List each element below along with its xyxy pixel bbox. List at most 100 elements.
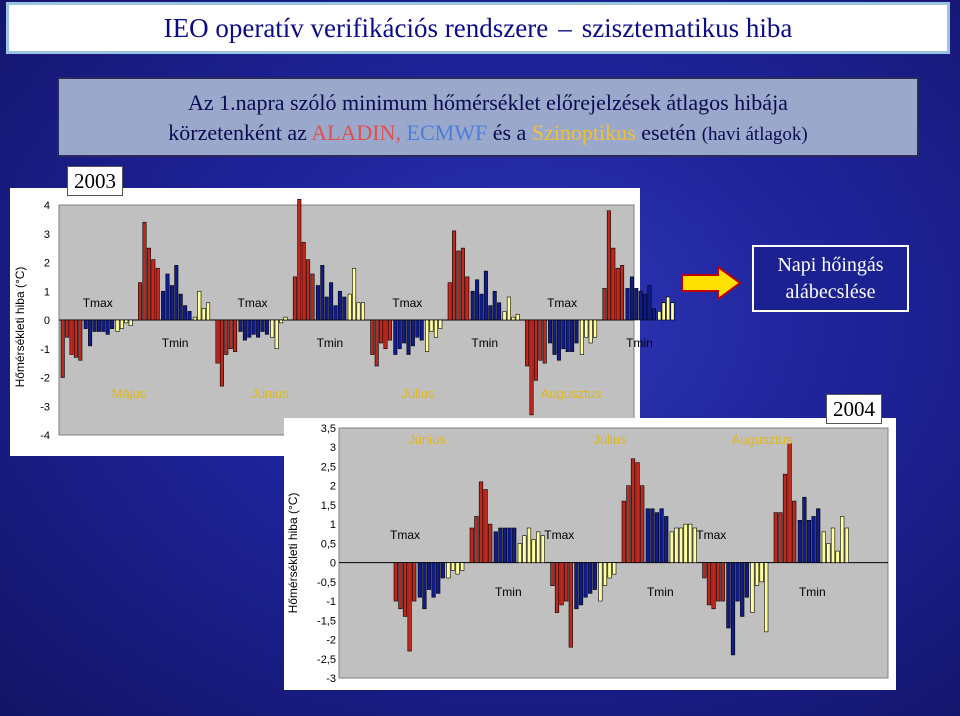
subtitle-suffix: esetén xyxy=(641,120,697,145)
bar-aladin xyxy=(155,267,160,321)
bar-aladin xyxy=(568,562,573,648)
bar-ecmwf xyxy=(329,282,334,321)
bar-ecmwf xyxy=(650,508,655,563)
bar-aladin xyxy=(65,319,70,338)
bar-szinoptikus xyxy=(429,319,434,332)
bar-aladin xyxy=(615,267,620,321)
bar-szinoptikus xyxy=(119,319,124,329)
bar-szinoptikus xyxy=(759,562,764,583)
bar-ecmwf xyxy=(324,296,329,321)
bar-ecmwf xyxy=(242,319,247,341)
bar-aladin xyxy=(474,516,479,563)
bar-ecmwf xyxy=(406,319,411,355)
bar-ecmwf xyxy=(88,319,93,347)
bar-aladin xyxy=(483,489,488,563)
bar-ecmwf xyxy=(161,290,166,321)
bar-aladin xyxy=(635,462,640,563)
bar-ecmwf xyxy=(264,319,269,335)
bar-szinoptikus xyxy=(455,562,460,575)
bar-szinoptikus xyxy=(683,523,688,563)
bar-ecmwf xyxy=(552,319,557,355)
bar-aladin xyxy=(73,319,78,358)
bar-aladin xyxy=(146,247,151,321)
bar-ecmwf xyxy=(806,520,812,563)
bar-ecmwf xyxy=(588,562,593,594)
bar-szinoptikus xyxy=(607,562,612,579)
bar-szinoptikus xyxy=(283,316,288,321)
bar-ecmwf xyxy=(436,562,441,594)
y-tick-label: 1,5 xyxy=(321,500,336,512)
bar-ecmwf xyxy=(643,293,648,321)
bar-ecmwf xyxy=(96,319,101,332)
bar-szinoptikus xyxy=(612,562,617,575)
bar-aladin xyxy=(460,247,465,321)
year-label-2003: 2003 xyxy=(67,166,123,196)
group-label-tmin: Tmin xyxy=(471,336,498,350)
bar-aladin xyxy=(224,319,229,355)
bar-ecmwf xyxy=(479,293,484,321)
bar-ecmwf xyxy=(165,273,170,321)
bar-ecmwf xyxy=(110,319,115,329)
bar-aladin xyxy=(215,319,220,364)
subtitle-line1: Az 1.napra szóló minimum hőmérséklet elő… xyxy=(188,90,788,115)
bar-ecmwf xyxy=(638,290,643,321)
bar-ecmwf xyxy=(492,290,497,321)
bar-szinoptikus xyxy=(835,550,840,563)
bar-ecmwf xyxy=(178,293,183,321)
bar-aladin xyxy=(716,562,721,602)
y-tick-label: 4 xyxy=(44,200,50,212)
month-label: Május xyxy=(112,386,147,401)
bar-aladin xyxy=(387,319,392,341)
group-label-tmin: Tmin xyxy=(162,336,189,350)
bar-ecmwf xyxy=(592,562,597,590)
y-tick-label: -0,5 xyxy=(317,577,336,589)
bar-ecmwf xyxy=(498,527,503,563)
bar-aladin xyxy=(611,247,616,321)
bar-ecmwf xyxy=(342,296,347,321)
bar-ecmwf xyxy=(475,279,480,321)
bar-szinoptikus xyxy=(511,316,516,321)
bar-ecmwf xyxy=(583,562,588,598)
bar-ecmwf xyxy=(488,305,493,321)
bar-szinoptikus xyxy=(579,319,584,355)
bar-szinoptikus xyxy=(360,302,365,321)
y-tick-label: 2,5 xyxy=(321,461,336,473)
bar-aladin xyxy=(559,562,564,606)
bar-aladin xyxy=(398,562,403,610)
month-label: Június xyxy=(408,432,446,447)
bar-aladin xyxy=(60,319,65,378)
y-tick-label: -3 xyxy=(40,401,50,413)
bar-ecmwf xyxy=(578,562,584,606)
y-tick-label: -3 xyxy=(326,673,336,685)
bar-ecmwf xyxy=(417,562,422,598)
bar-ecmwf xyxy=(565,319,570,352)
bar-aladin xyxy=(626,485,631,563)
bar-aladin xyxy=(778,512,783,563)
y-tick-label: 0 xyxy=(44,315,50,327)
bar-szinoptikus xyxy=(674,527,679,563)
bar-szinoptikus xyxy=(197,290,202,321)
bar-aladin xyxy=(374,319,379,367)
bar-ecmwf xyxy=(333,305,338,321)
y-tick-label: 3,5 xyxy=(321,423,336,435)
group-label-tmax: Tmax xyxy=(696,528,726,542)
bar-ecmwf xyxy=(816,508,821,563)
bar-szinoptikus xyxy=(826,543,831,563)
bar-szinoptikus xyxy=(517,543,522,563)
bar-aladin xyxy=(529,319,534,416)
group-label-tmax: Tmax xyxy=(83,296,113,310)
bar-ecmwf xyxy=(419,319,424,341)
bar-szinoptikus xyxy=(602,562,608,586)
group-label-tmin: Tmin xyxy=(317,336,344,350)
bar-aladin xyxy=(702,562,707,579)
bar-ecmwf xyxy=(83,319,88,329)
bar-szinoptikus xyxy=(522,535,527,563)
month-label: Augusztus xyxy=(541,386,602,401)
group-label-tmin: Tmin xyxy=(647,585,674,599)
bar-szinoptikus xyxy=(352,267,357,321)
bar-ecmwf xyxy=(548,319,553,344)
bar-ecmwf xyxy=(415,319,420,338)
bar-ecmwf xyxy=(105,319,110,335)
group-label-tmax: Tmax xyxy=(547,296,577,310)
